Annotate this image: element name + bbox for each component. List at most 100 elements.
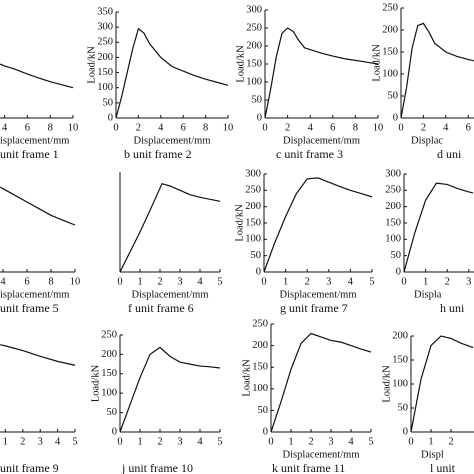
y-tick-label: 100 bbox=[246, 76, 262, 87]
y-tick-label: 100 bbox=[392, 378, 408, 389]
x-tick-label: 2 bbox=[421, 122, 426, 133]
x-tick-label: 2 bbox=[157, 276, 162, 287]
chart-caption: unit frame 9 bbox=[0, 461, 59, 474]
y-tick-label: 200 bbox=[252, 340, 268, 351]
y-tick-label: 250 bbox=[252, 318, 268, 329]
chart-caption: g unit frame 7 bbox=[280, 301, 348, 315]
data-line bbox=[410, 335, 474, 433]
chart-caption: d uni bbox=[437, 147, 462, 161]
x-tick-label: 2 bbox=[445, 276, 450, 287]
x-tick-label: 8 bbox=[48, 276, 53, 287]
y-tick-label: 0 bbox=[403, 426, 408, 437]
y-tick-label: 0 bbox=[108, 112, 113, 123]
x-tick-label: 0 bbox=[262, 122, 267, 133]
y-tick-label: 100 bbox=[245, 234, 261, 245]
data-line bbox=[119, 346, 221, 433]
chart-panel: 1 2 3 4 5 unit frame 9 bbox=[0, 344, 78, 474]
y-tick-label: 350 bbox=[97, 6, 113, 17]
y-tick-label: 250 bbox=[385, 185, 401, 196]
y-tick-label: 100 bbox=[385, 234, 401, 245]
x-axis-label: Displacement/mm bbox=[283, 449, 360, 460]
x-tick-label: 1 bbox=[283, 276, 288, 287]
chart-panel: 0 1 2 0 50 100 150 200 Displ Load/kN l unit bbox=[381, 330, 474, 474]
x-tick-label: 2 bbox=[285, 122, 290, 133]
y-axis-label: Load/kN bbox=[381, 365, 392, 403]
y-tick-label: 0 bbox=[263, 426, 268, 437]
x-axis-label: Displacement/mm bbox=[283, 135, 360, 146]
y-tick-label: 50 bbox=[398, 402, 409, 413]
data-line bbox=[0, 344, 76, 366]
x-axis-label: Displacement/mm bbox=[280, 289, 357, 300]
chart-panel: 0 1 2 3 4 5050100150200250300Displacement/mmL… bbox=[234, 168, 374, 314]
y-tick-label: 200 bbox=[245, 201, 261, 212]
y-tick-label: 250 bbox=[382, 2, 398, 13]
chart-caption: j unit frame 10 bbox=[121, 461, 193, 474]
x-tick-label: 5 bbox=[368, 436, 373, 447]
y-tick-label: 200 bbox=[97, 52, 113, 63]
data-line bbox=[0, 186, 76, 226]
y-tick-label: 0 bbox=[112, 426, 117, 437]
y-tick-label: 50 bbox=[252, 94, 263, 105]
x-tick-label: 1 bbox=[423, 276, 428, 287]
x-tick-label: 4 bbox=[197, 276, 203, 287]
y-tick-label: 200 bbox=[382, 24, 398, 35]
y-tick-label: 250 bbox=[101, 329, 117, 340]
x-tick-label: 1 bbox=[137, 436, 142, 447]
x-tick-label: 3 bbox=[466, 276, 471, 287]
y-axis-label: Load/kN bbox=[234, 204, 245, 242]
x-tick-label: 2 bbox=[448, 436, 453, 447]
y-tick-label: 200 bbox=[101, 349, 117, 360]
y-tick-label: 50 bbox=[103, 97, 114, 108]
y-tick-label: 150 bbox=[385, 217, 401, 228]
chart-caption: l unit bbox=[430, 461, 456, 474]
x-tick-label: 2 bbox=[136, 122, 141, 133]
x-tick-label: 1 bbox=[288, 436, 293, 447]
y-tick-label: 50 bbox=[388, 90, 399, 101]
x-tick-label: 3 bbox=[38, 436, 43, 447]
chart-panel: 0 1 2 3 4 5050100150200250Displacement/mmLoad… bbox=[241, 318, 373, 474]
chart-panel: 0 2 4 6 0 50 100 150 200 250 Displac Load/kN d uni bbox=[371, 2, 474, 161]
x-tick-label: 8 bbox=[48, 122, 53, 133]
y-tick-label: 150 bbox=[252, 362, 268, 373]
data-line bbox=[119, 182, 221, 273]
y-tick-label: 100 bbox=[382, 68, 398, 79]
y-tick-label: 150 bbox=[392, 354, 408, 365]
data-line bbox=[264, 27, 379, 119]
x-tick-label: 0 bbox=[408, 436, 413, 447]
x-tick-label: 4 bbox=[2, 122, 8, 133]
x-tick-label: 4 bbox=[348, 276, 354, 287]
x-axis-label: isplacement/mm bbox=[0, 135, 69, 146]
y-tick-label: 0 bbox=[257, 112, 262, 123]
x-tick-label: 1 bbox=[3, 436, 8, 447]
x-tick-label: 0 bbox=[398, 122, 403, 133]
x-tick-label: 0 bbox=[117, 436, 122, 447]
y-tick-label: 200 bbox=[385, 201, 401, 212]
x-tick-label: 3 bbox=[177, 436, 182, 447]
y-tick-label: 0 bbox=[256, 266, 261, 277]
data-line bbox=[0, 63, 74, 89]
x-tick-label: 10 bbox=[70, 276, 81, 287]
x-tick-label: 3 bbox=[326, 276, 331, 287]
chart-caption: c unit frame 3 bbox=[276, 147, 343, 161]
x-tick-label: 0 bbox=[113, 122, 118, 133]
data-line bbox=[403, 182, 474, 273]
y-tick-label: 300 bbox=[385, 168, 401, 179]
y-tick-label: 250 bbox=[246, 22, 262, 33]
chart-caption: unit frame 1 bbox=[0, 147, 59, 161]
x-tick-label: 4 bbox=[348, 436, 354, 447]
x-tick-label: 1 bbox=[428, 436, 433, 447]
x-tick-label: 0 bbox=[401, 276, 406, 287]
x-tick-label: 6 bbox=[330, 122, 335, 133]
x-tick-label: 3 bbox=[177, 276, 182, 287]
y-tick-label: 100 bbox=[252, 383, 268, 394]
x-axis-label: Displacement/mm bbox=[132, 289, 209, 300]
y-axis-label: Load/kN bbox=[90, 364, 101, 402]
y-tick-label: 150 bbox=[246, 58, 262, 69]
x-axis-label: Displacement/mm bbox=[134, 135, 211, 146]
y-axis-label: Load/kN bbox=[241, 359, 252, 397]
y-tick-label: 200 bbox=[246, 40, 262, 51]
